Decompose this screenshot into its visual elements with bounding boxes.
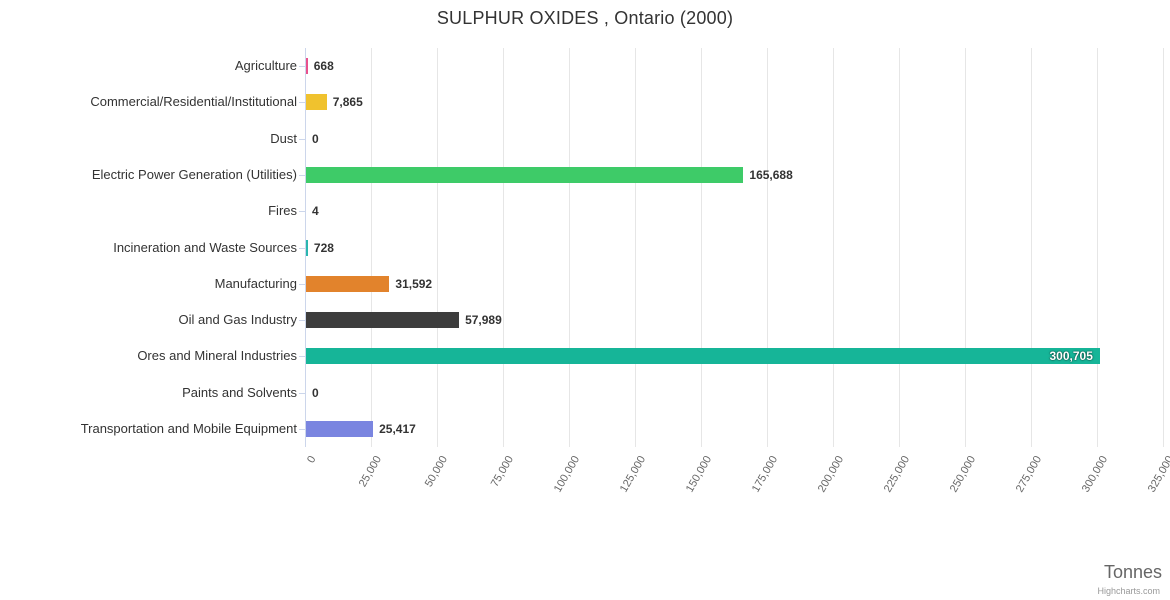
xaxis-title: Tonnes: [1103, 562, 1162, 582]
category-tick-mark: [299, 428, 305, 430]
category-label: Fires: [268, 203, 297, 219]
x-gridline: [503, 48, 504, 447]
x-gridline: [701, 48, 702, 447]
x-axis-tick-label: 50,000: [423, 454, 451, 490]
series-bar[interactable]: [306, 275, 390, 292]
x-axis-tick-label: 175,000: [750, 454, 781, 495]
x-gridline: [965, 48, 966, 447]
series-bar[interactable]: [306, 58, 308, 75]
series-bar[interactable]: [306, 94, 327, 111]
category-label: Ores and Mineral Industries: [137, 348, 297, 364]
x-gridline: [767, 48, 768, 447]
data-value-label: 300,705: [1049, 349, 1093, 364]
category-label: Manufacturing: [214, 275, 297, 291]
series-bar[interactable]: [306, 420, 374, 437]
x-axis-tick-label: 150,000: [684, 454, 715, 495]
x-axis-tick-label: 75,000: [489, 454, 517, 490]
x-gridline: [437, 48, 438, 447]
category-label: Commercial/Residential/Institutional: [90, 94, 297, 110]
category-label: Incineration and Waste Sources: [113, 239, 297, 255]
x-axis-tick-label: 0: [304, 454, 319, 466]
series-bar[interactable]: [306, 348, 1100, 365]
x-axis-tick-label: 325,000: [1146, 454, 1170, 495]
x-gridline: [833, 48, 834, 447]
category-label: Electric Power Generation (Utilities): [91, 166, 297, 182]
category-label: Oil and Gas Industry: [178, 312, 298, 328]
data-value-label: 728: [313, 240, 334, 255]
category-label: Dust: [270, 130, 297, 146]
data-value-label: 0: [312, 385, 319, 400]
category-tick-mark: [299, 320, 305, 322]
x-gridline: [899, 48, 900, 447]
category-label: Transportation and Mobile Equipment: [80, 420, 297, 436]
x-axis-tick-label: 300,000: [1080, 454, 1111, 495]
data-value-label: 4: [312, 204, 319, 219]
data-value-label: 25,417: [379, 421, 416, 436]
highcharts-credit[interactable]: Highcharts.com: [1097, 586, 1160, 596]
category-tick-mark: [299, 138, 305, 140]
x-gridline: [569, 48, 570, 447]
x-axis-tick-label: 125,000: [618, 454, 649, 495]
category-tick-mark: [299, 66, 305, 68]
data-value-label: 31,592: [395, 276, 433, 291]
series-bar[interactable]: [306, 166, 744, 183]
x-gridline: [1163, 48, 1164, 447]
category-tick-mark: [299, 102, 305, 104]
x-gridline: [371, 48, 372, 447]
x-axis-tick-label: 225,000: [882, 454, 913, 495]
category-tick-mark: [299, 247, 305, 249]
data-value-label: 0: [312, 131, 319, 146]
category-tick-mark: [299, 174, 305, 176]
x-axis-tick-label: 100,000: [552, 454, 583, 495]
data-value-label: 668: [313, 59, 334, 74]
category-tick-mark: [299, 283, 305, 285]
category-label: Paints and Solvents: [182, 384, 297, 400]
data-value-label: 165,688: [749, 167, 793, 182]
x-gridline: [1097, 48, 1098, 447]
series-bar[interactable]: [306, 312, 460, 329]
category-tick-mark: [299, 392, 305, 394]
data-value-label: 7,865: [332, 95, 363, 110]
x-gridline: [635, 48, 636, 447]
category-tick-mark: [299, 356, 305, 358]
x-axis-tick-label: 275,000: [1014, 454, 1045, 495]
chart-title: SULPHUR OXIDES , Ontario (2000): [436, 8, 734, 28]
x-gridline: [1031, 48, 1032, 447]
x-axis-tick-label: 200,000: [816, 454, 847, 495]
category-label: Agriculture: [234, 58, 297, 74]
category-tick-mark: [299, 211, 305, 213]
data-value-label: 57,989: [465, 313, 502, 328]
category-axis-line: [305, 48, 306, 447]
x-axis-tick-label: 250,000: [948, 454, 979, 495]
x-axis-tick-label: 25,000: [357, 454, 385, 490]
series-bar[interactable]: [306, 239, 308, 256]
